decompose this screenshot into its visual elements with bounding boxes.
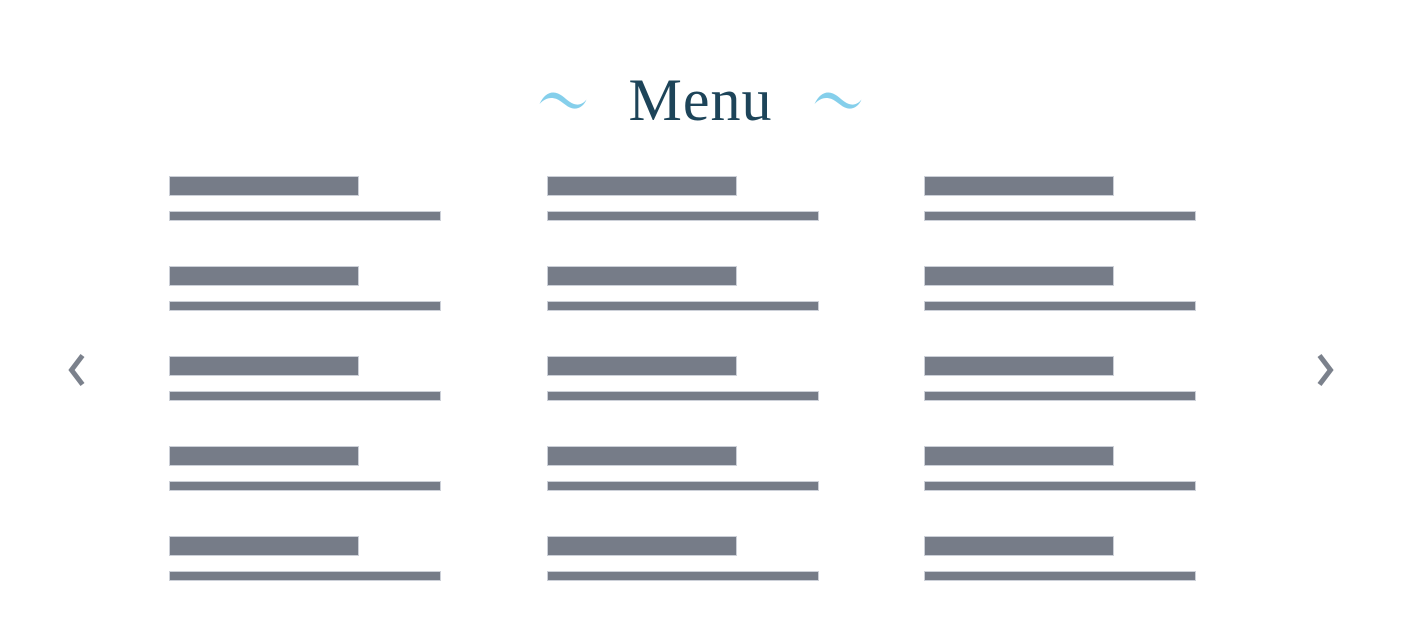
- item-name-placeholder-bar: [169, 266, 359, 286]
- chevron-right-icon: [1315, 352, 1335, 388]
- item-name-placeholder-bar: [546, 446, 737, 466]
- menu-item-placeholder: [924, 266, 1196, 311]
- chevron-left-icon: [67, 352, 87, 388]
- menu-item-placeholder: [546, 266, 819, 311]
- menu-column-3: [924, 176, 1196, 581]
- item-description-placeholder-bar: [546, 301, 819, 311]
- item-description-placeholder-bar: [546, 211, 819, 221]
- menu-item-placeholder: [924, 536, 1196, 581]
- menu-item-placeholder: [546, 356, 819, 401]
- page-header: Menu: [0, 0, 1401, 132]
- menu-item-placeholder: [546, 176, 819, 221]
- menu-item-placeholder: [924, 356, 1196, 401]
- item-description-placeholder-bar: [169, 211, 441, 221]
- item-description-placeholder-bar: [924, 391, 1196, 401]
- item-name-placeholder-bar: [169, 176, 359, 196]
- item-name-placeholder-bar: [924, 446, 1114, 466]
- menu-item-placeholder: [924, 176, 1196, 221]
- item-description-placeholder-bar: [169, 571, 441, 581]
- menu-item-placeholder: [924, 446, 1196, 491]
- menu-grid: [169, 176, 1196, 581]
- carousel-next-button[interactable]: [1303, 341, 1347, 399]
- menu-item-placeholder: [169, 356, 441, 401]
- menu-item-placeholder: [169, 536, 441, 581]
- item-description-placeholder-bar: [169, 391, 441, 401]
- page-title: Menu: [628, 67, 773, 133]
- item-name-placeholder-bar: [924, 176, 1114, 196]
- item-name-placeholder-bar: [546, 266, 737, 286]
- item-name-placeholder-bar: [546, 356, 737, 376]
- item-description-placeholder-bar: [546, 571, 819, 581]
- wave-tilde-icon-right: [814, 89, 862, 111]
- item-description-placeholder-bar: [169, 481, 441, 491]
- item-description-placeholder-bar: [169, 301, 441, 311]
- carousel-prev-button[interactable]: [55, 341, 99, 399]
- item-description-placeholder-bar: [924, 481, 1196, 491]
- menu-item-placeholder: [169, 266, 441, 311]
- item-description-placeholder-bar: [924, 211, 1196, 221]
- item-description-placeholder-bar: [924, 301, 1196, 311]
- menu-item-placeholder: [169, 176, 441, 221]
- item-name-placeholder-bar: [169, 446, 359, 466]
- item-name-placeholder-bar: [169, 356, 359, 376]
- item-name-placeholder-bar: [546, 176, 737, 196]
- wave-tilde-icon-left: [539, 89, 587, 111]
- item-name-placeholder-bar: [546, 536, 737, 556]
- item-description-placeholder-bar: [546, 391, 819, 401]
- menu-item-placeholder: [169, 446, 441, 491]
- menu-item-placeholder: [546, 446, 819, 491]
- item-name-placeholder-bar: [924, 536, 1114, 556]
- item-name-placeholder-bar: [924, 266, 1114, 286]
- menu-item-placeholder: [546, 536, 819, 581]
- item-description-placeholder-bar: [924, 571, 1196, 581]
- item-name-placeholder-bar: [169, 536, 359, 556]
- menu-column-2: [546, 176, 819, 581]
- item-name-placeholder-bar: [924, 356, 1114, 376]
- menu-column-1: [169, 176, 441, 581]
- item-description-placeholder-bar: [546, 481, 819, 491]
